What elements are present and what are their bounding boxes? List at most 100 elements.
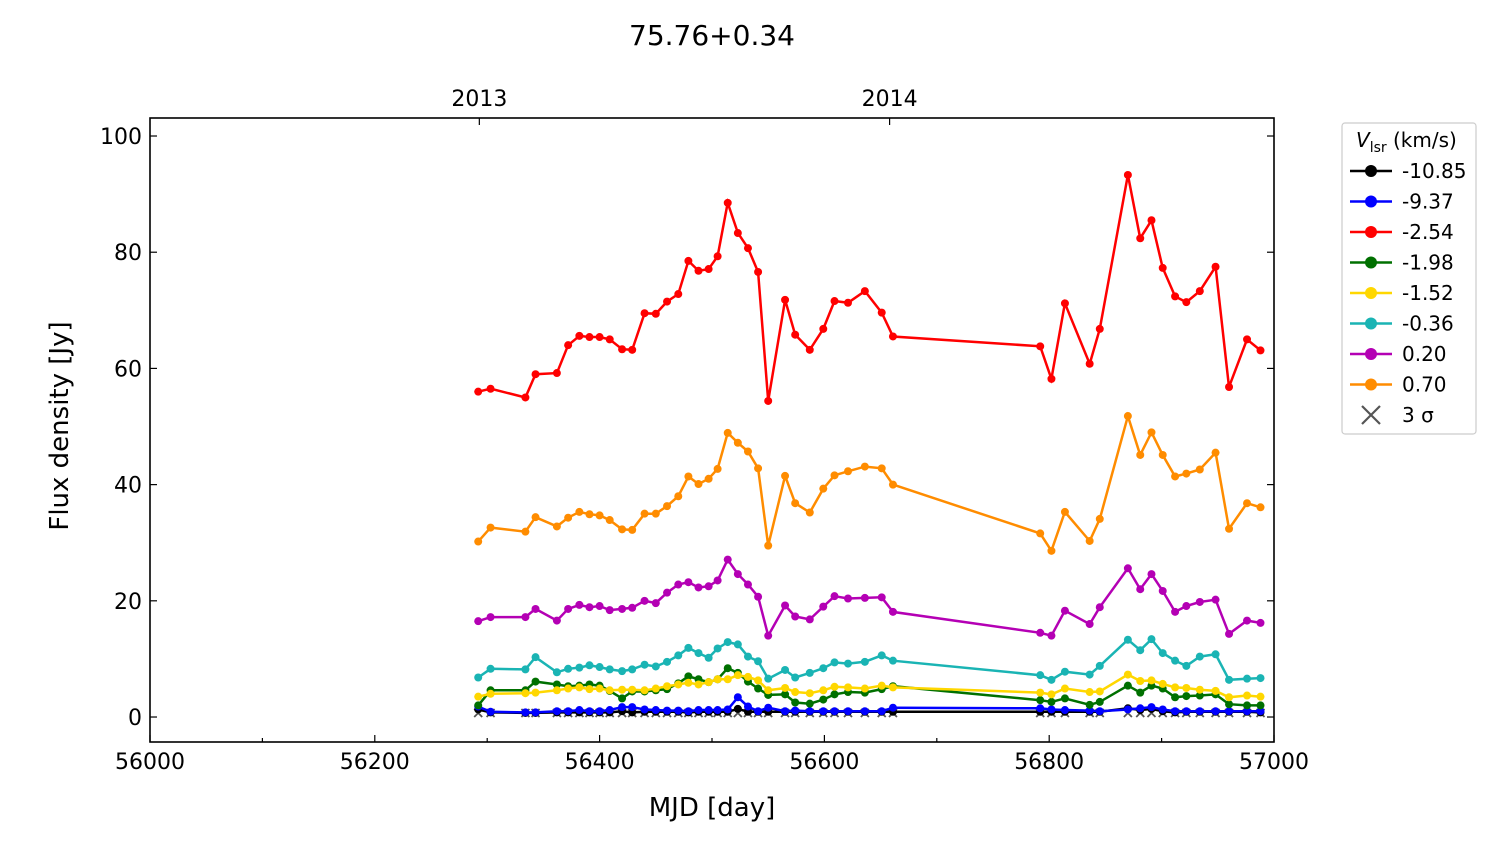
- data-point-0.70: [764, 541, 773, 550]
- data-point--9.37: [860, 707, 869, 716]
- data-point--9.37: [684, 707, 693, 716]
- data-point-0.70: [595, 511, 604, 520]
- data-point--9.37: [1195, 707, 1204, 716]
- data-point--2.54: [521, 393, 530, 402]
- data-point--9.37: [1171, 707, 1180, 716]
- data-point--0.36: [1243, 674, 1252, 683]
- data-point--9.37: [888, 703, 897, 712]
- data-point--2.54: [1060, 299, 1069, 308]
- data-point-0.20: [1182, 602, 1191, 611]
- data-point--1.98: [1085, 700, 1094, 709]
- data-point--1.52: [1225, 693, 1234, 702]
- data-point--0.36: [1036, 671, 1045, 680]
- plot-area: 56000 56200 56400 56600 56800 57000 0 20 40 60 80 1…: [100, 87, 1309, 775]
- data-point--1.52: [860, 684, 869, 693]
- legend-marker: [1365, 348, 1377, 360]
- data-point--2.54: [531, 370, 540, 379]
- data-point-0.70: [844, 467, 853, 476]
- series-line-0.70: [477, 411, 1261, 554]
- data-point--1.52: [1060, 684, 1069, 693]
- data-point--0.36: [474, 673, 483, 682]
- data-point--2.54: [844, 298, 853, 307]
- x-axis-label: MJD [day]: [649, 793, 776, 823]
- data-point-0.70: [1123, 412, 1132, 421]
- data-point-0.70: [585, 510, 594, 519]
- data-point-0.70: [651, 509, 660, 518]
- data-point--2.54: [754, 267, 763, 276]
- legend-marker: [1365, 317, 1377, 330]
- data-point--9.37: [585, 707, 594, 716]
- data-point--9.37: [1085, 706, 1094, 715]
- data-point--1.52: [640, 686, 649, 695]
- x-tick-label: 57000: [1239, 750, 1309, 775]
- data-point-0.70: [1147, 428, 1156, 437]
- data-point--1.98: [474, 701, 483, 710]
- data-point--1.52: [474, 692, 483, 701]
- data-point-0.20: [743, 580, 752, 589]
- data-point-0.70: [830, 471, 839, 480]
- data-point--1.98: [1225, 700, 1234, 709]
- data-point-0.20: [819, 602, 828, 611]
- data-point--2.54: [819, 324, 828, 333]
- data-point--0.36: [1085, 670, 1094, 679]
- data-point--0.36: [1060, 667, 1069, 676]
- data-point--1.52: [486, 689, 495, 698]
- data-point--0.36: [1147, 635, 1156, 644]
- data-point--1.52: [618, 685, 627, 694]
- data-point-0.70: [663, 502, 672, 511]
- data-point--9.37: [564, 707, 573, 716]
- data-point-0.20: [628, 603, 637, 612]
- data-point-0.20: [674, 580, 683, 589]
- data-point--1.52: [1171, 683, 1180, 692]
- plot-frame: [149, 117, 1275, 743]
- data-point--2.54: [1123, 170, 1132, 179]
- data-point--0.36: [1136, 646, 1145, 655]
- data-point-0.70: [564, 513, 573, 522]
- data-point--1.98: [819, 695, 828, 704]
- data-point--2.54: [764, 396, 773, 405]
- data-point--1.52: [1085, 688, 1094, 697]
- x-tick-label: 56400: [565, 750, 635, 775]
- data-point-0.20: [860, 593, 869, 602]
- data-point-0.70: [805, 508, 814, 517]
- data-point--1.52: [781, 683, 790, 692]
- data-point--1.52: [1136, 676, 1145, 685]
- data-point--2.54: [1256, 346, 1265, 355]
- data-point--9.37: [1136, 704, 1145, 713]
- data-point--9.37: [1256, 707, 1265, 716]
- data-point--0.36: [819, 664, 828, 673]
- data-point-0.20: [1136, 585, 1145, 594]
- data-point-0.70: [1036, 529, 1045, 538]
- data-point-0.70: [1195, 465, 1204, 474]
- data-point--0.36: [552, 668, 561, 677]
- data-point--1.52: [754, 676, 763, 685]
- top-axis-tick-label: 2014: [862, 87, 918, 112]
- data-point--1.98: [830, 690, 839, 699]
- data-point--1.98: [1136, 688, 1145, 697]
- data-point--9.37: [764, 703, 773, 712]
- legend-label: -2.54: [1402, 220, 1454, 244]
- data-point--0.36: [486, 664, 495, 673]
- x-tick-label: 56600: [789, 750, 859, 775]
- data-point-0.20: [877, 593, 886, 602]
- data-point--2.54: [1047, 374, 1056, 383]
- data-point--0.36: [733, 640, 742, 649]
- data-point-0.70: [1158, 450, 1167, 459]
- data-point--2.54: [1147, 216, 1156, 225]
- data-point--9.37: [1060, 706, 1069, 715]
- data-point-0.70: [781, 471, 790, 480]
- data-point--1.52: [651, 684, 660, 693]
- data-point-0.70: [713, 464, 722, 473]
- data-point-0.20: [713, 576, 722, 585]
- data-point--1.52: [805, 689, 814, 698]
- data-point--2.54: [1225, 383, 1234, 392]
- data-point-0.70: [1225, 524, 1234, 533]
- data-point--0.36: [844, 659, 853, 668]
- data-point--0.36: [1158, 649, 1167, 658]
- data-point--2.54: [595, 333, 604, 342]
- data-point-0.20: [1256, 618, 1265, 627]
- data-point--1.98: [531, 677, 540, 686]
- data-point-0.20: [640, 596, 649, 605]
- data-point--1.52: [764, 686, 773, 695]
- data-point--9.37: [1047, 705, 1056, 714]
